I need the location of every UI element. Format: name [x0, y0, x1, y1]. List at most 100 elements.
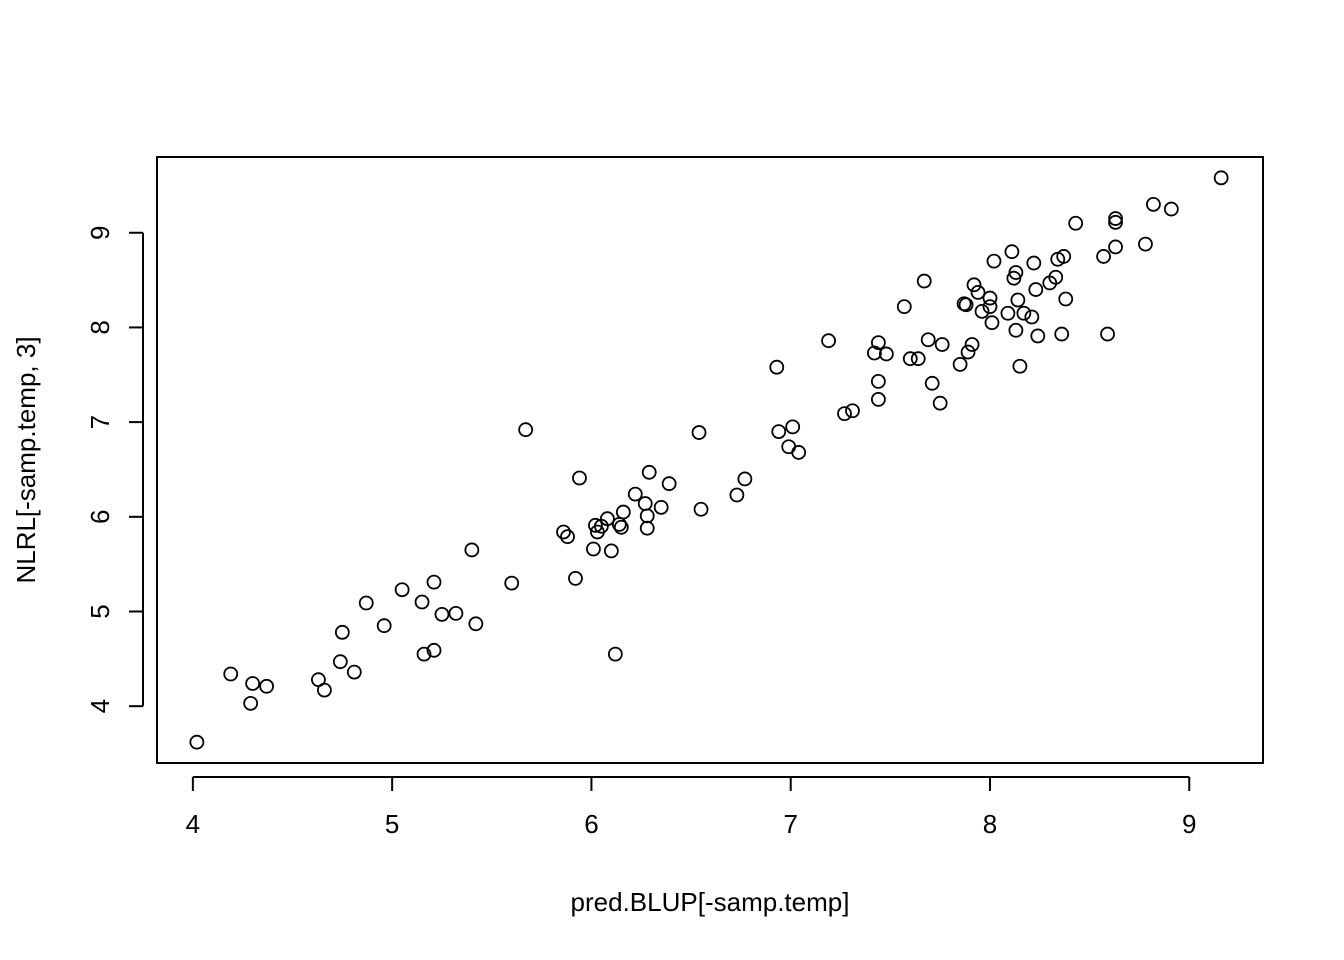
data-point — [902, 351, 918, 367]
data-point — [414, 594, 430, 610]
data-point — [1026, 255, 1042, 271]
data-point — [970, 285, 986, 300]
y-tick-label: 4 — [85, 699, 115, 713]
x-tick-label: 7 — [783, 809, 797, 839]
data-point — [771, 424, 787, 439]
data-point — [560, 529, 575, 545]
data-point — [464, 542, 480, 558]
data-point — [189, 734, 205, 750]
data-point — [982, 299, 998, 315]
data-point — [966, 277, 982, 293]
data-point — [1138, 236, 1153, 252]
y-tick-label: 9 — [85, 226, 115, 240]
data-point — [426, 574, 442, 590]
data-point — [603, 543, 619, 559]
x-tick-label: 4 — [186, 809, 200, 839]
data-point — [974, 303, 990, 319]
data-point — [358, 595, 374, 611]
data-point — [243, 695, 259, 711]
data-point — [394, 582, 410, 598]
data-point — [556, 524, 571, 540]
data-point — [932, 395, 948, 411]
data-point — [916, 273, 932, 289]
data-point — [641, 464, 657, 480]
data-point — [878, 346, 894, 362]
data-point — [1108, 211, 1123, 226]
data-point — [691, 425, 707, 440]
data-point — [785, 419, 801, 435]
plot-frame — [156, 156, 1264, 764]
data-point — [821, 333, 836, 349]
data-point — [434, 606, 450, 622]
data-point — [1213, 170, 1229, 186]
x-tick-label: 5 — [385, 809, 399, 839]
data-point — [1008, 322, 1024, 338]
data-point — [1163, 201, 1179, 217]
data-point — [586, 541, 601, 557]
data-point — [1010, 292, 1026, 308]
data-point — [245, 676, 261, 691]
data-point — [661, 476, 677, 492]
data-point — [599, 511, 615, 527]
data-point — [781, 439, 797, 455]
data-point — [1030, 328, 1046, 344]
data-point — [615, 504, 631, 520]
x-tick-label: 6 — [584, 809, 598, 839]
y-tick-label: 6 — [85, 510, 115, 524]
data-point — [845, 403, 860, 419]
data-point — [416, 646, 432, 662]
data-point — [1008, 265, 1024, 280]
data-point — [1096, 249, 1111, 264]
data-point — [1000, 305, 1016, 321]
data-point — [572, 470, 587, 486]
data-point — [737, 471, 753, 487]
data-point — [613, 519, 629, 535]
data-point — [934, 337, 950, 352]
data-point — [1108, 214, 1123, 230]
data-point — [693, 501, 709, 517]
data-point — [607, 646, 623, 662]
data-point — [1056, 249, 1072, 264]
data-point — [729, 487, 745, 503]
data-point — [259, 678, 275, 694]
data-point — [1108, 239, 1123, 255]
data-point — [653, 499, 669, 515]
data-point — [334, 624, 350, 640]
data-point — [568, 570, 583, 586]
data-point — [332, 654, 348, 670]
data-point — [920, 332, 936, 348]
data-point — [958, 297, 974, 313]
data-point — [426, 642, 442, 658]
x-axis: 4 5 6 7 8 9 — [186, 776, 1197, 839]
data-point — [376, 618, 392, 634]
data-point — [924, 375, 940, 391]
data-point — [639, 508, 655, 524]
data-point — [627, 486, 643, 502]
data-point — [1028, 282, 1044, 297]
data-point — [518, 422, 534, 438]
data-point — [588, 517, 603, 533]
data-point — [952, 356, 968, 372]
y-tick-label: 7 — [85, 415, 115, 429]
data-point — [982, 290, 998, 306]
data-point — [639, 520, 655, 536]
data-point — [316, 682, 332, 698]
y-tick-label: 5 — [85, 604, 115, 618]
data-point — [1058, 291, 1074, 307]
data-point — [867, 345, 882, 361]
data-point — [1012, 358, 1028, 374]
data-point — [468, 616, 484, 632]
data-point — [964, 337, 980, 352]
x-axis-title: pred.BLUP[-samp.temp] — [571, 887, 850, 917]
data-point — [504, 575, 520, 591]
data-point — [1100, 326, 1115, 342]
data-point — [1024, 309, 1040, 325]
data-point — [960, 344, 976, 360]
data-point — [870, 335, 886, 350]
data-point — [896, 299, 912, 315]
data-point — [223, 666, 239, 682]
data-point — [870, 391, 886, 407]
x-tick-label: 9 — [1182, 809, 1196, 839]
data-point — [910, 351, 926, 367]
